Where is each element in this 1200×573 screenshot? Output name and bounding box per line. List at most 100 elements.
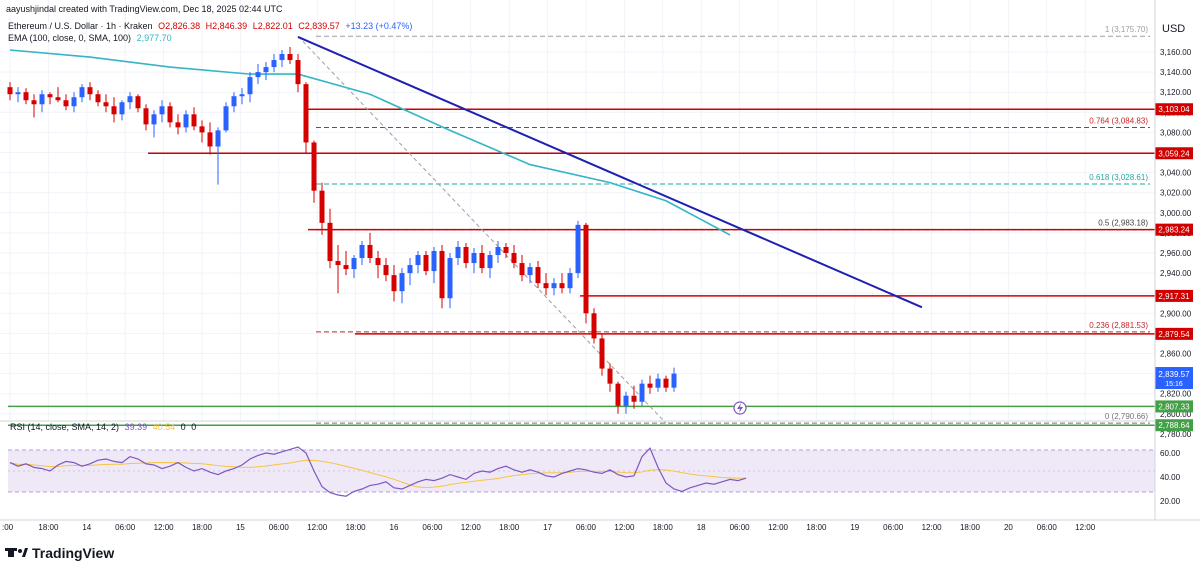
candle-body[interactable] [151, 114, 157, 125]
candle-body[interactable] [103, 102, 109, 107]
candle-body[interactable] [399, 273, 405, 292]
candle-body[interactable] [95, 94, 101, 103]
candle-body[interactable] [623, 395, 629, 406]
candle-body[interactable] [167, 106, 173, 123]
candle-body[interactable] [39, 94, 45, 105]
candle-body[interactable] [143, 108, 149, 125]
candle-body[interactable] [383, 265, 389, 276]
candle-body[interactable] [431, 250, 437, 272]
rsi-tick: 40.00 [1160, 473, 1181, 482]
candle-body[interactable] [31, 100, 37, 105]
candle-body[interactable] [47, 94, 53, 98]
candle-body[interactable] [615, 383, 621, 406]
candle-body[interactable] [359, 244, 365, 259]
candle-body[interactable] [287, 54, 293, 61]
candle-body[interactable] [535, 267, 541, 284]
candle-body[interactable] [631, 395, 637, 402]
candle-body[interactable] [247, 77, 253, 95]
candle-body[interactable] [527, 267, 533, 276]
currency-label[interactable]: USD [1162, 23, 1185, 35]
candle-body[interactable] [463, 246, 469, 264]
candle-body[interactable] [511, 253, 517, 264]
candle-body[interactable] [391, 275, 397, 292]
candle-body[interactable] [207, 132, 213, 147]
candle-body[interactable] [607, 368, 613, 384]
candle-body[interactable] [575, 224, 581, 274]
candle-body[interactable] [175, 122, 181, 128]
candle-body[interactable] [455, 246, 461, 259]
candle-body[interactable] [327, 222, 333, 262]
candle-body[interactable] [663, 378, 669, 388]
candle-body[interactable] [503, 246, 509, 253]
candle-body[interactable] [367, 244, 373, 259]
candle-body[interactable] [479, 253, 485, 269]
fib-swing-line [297, 35, 667, 424]
rsi-legend: RSI (14, close, SMA, 14, 2) 39.39 40.54 … [10, 422, 196, 432]
candle-body[interactable] [271, 60, 277, 68]
candle-body[interactable] [7, 87, 13, 95]
candle-body[interactable] [423, 255, 429, 272]
candle-body[interactable] [127, 96, 133, 103]
fib-level-label: 1 (3,175.70) [1105, 25, 1148, 34]
candle-body[interactable] [655, 378, 661, 388]
candle-body[interactable] [23, 92, 29, 101]
candle-body[interactable] [375, 258, 381, 266]
candle-body[interactable] [135, 96, 141, 109]
support-resistance-levels[interactable] [8, 108, 1155, 426]
candle-body[interactable] [343, 265, 349, 270]
candle-body[interactable] [215, 130, 221, 147]
candle-body[interactable] [407, 265, 413, 274]
trend-line[interactable] [297, 36, 923, 309]
candle-body[interactable] [471, 253, 477, 264]
candle-body[interactable] [447, 258, 453, 299]
candle-body[interactable] [671, 373, 677, 388]
candle-body[interactable] [279, 54, 285, 61]
candle-body[interactable] [111, 106, 117, 115]
candle-body[interactable] [599, 338, 605, 369]
candle-body[interactable] [487, 255, 493, 269]
time-axis[interactable]: :00 18:00 14 06:00 12:00 18:00 15 06:00 12:00 18:… [2, 523, 1096, 532]
candle-body[interactable] [191, 114, 197, 127]
candle-body[interactable] [15, 92, 21, 95]
candle-body[interactable] [591, 313, 597, 339]
candle-body[interactable] [495, 246, 501, 256]
candle-body[interactable] [583, 224, 589, 314]
fibonacci-retracement[interactable]: 1 (3,175.70) 0.764 (3,084.83) 0.618 (3,028… [316, 25, 1150, 424]
candle-body[interactable] [239, 94, 245, 97]
candle-body[interactable] [223, 106, 229, 131]
candle-body[interactable] [119, 102, 125, 115]
candle-body[interactable] [639, 383, 645, 402]
ohlc-low: L2,822.01 [253, 21, 293, 31]
candle-body[interactable] [351, 258, 357, 270]
candle-body[interactable] [559, 283, 565, 289]
candle-body[interactable] [311, 142, 317, 191]
candle-body[interactable] [567, 273, 573, 289]
candle-body[interactable] [87, 87, 93, 95]
candle-body[interactable] [79, 87, 85, 98]
candle-body[interactable] [231, 96, 237, 107]
candle-body[interactable] [183, 114, 189, 128]
trend-line-segment[interactable] [297, 36, 923, 309]
candle-body[interactable] [319, 190, 325, 223]
candle-body[interactable] [199, 126, 205, 133]
candle-body[interactable] [303, 84, 309, 143]
tradingview-logo[interactable]: TradingView [5, 545, 114, 561]
lightning-icon[interactable] [733, 401, 747, 415]
candle-body[interactable] [71, 97, 77, 107]
candle-body[interactable] [63, 100, 69, 107]
candle-body[interactable] [335, 261, 341, 266]
candle-body[interactable] [55, 97, 61, 101]
candlesticks[interactable] [7, 46, 677, 414]
candle-body[interactable] [543, 283, 549, 289]
candle-body[interactable] [415, 255, 421, 266]
candle-body[interactable] [295, 60, 301, 85]
price-axis[interactable]: 3,160.003,140.003,120.003,100.003,080.00… [1160, 48, 1192, 506]
candle-body[interactable] [647, 383, 653, 388]
candle-body[interactable] [519, 263, 525, 276]
candle-body[interactable] [159, 106, 165, 115]
candle-body[interactable] [439, 250, 445, 299]
candle-body[interactable] [255, 72, 261, 78]
candle-body[interactable] [551, 283, 557, 289]
candle-body[interactable] [263, 67, 269, 73]
